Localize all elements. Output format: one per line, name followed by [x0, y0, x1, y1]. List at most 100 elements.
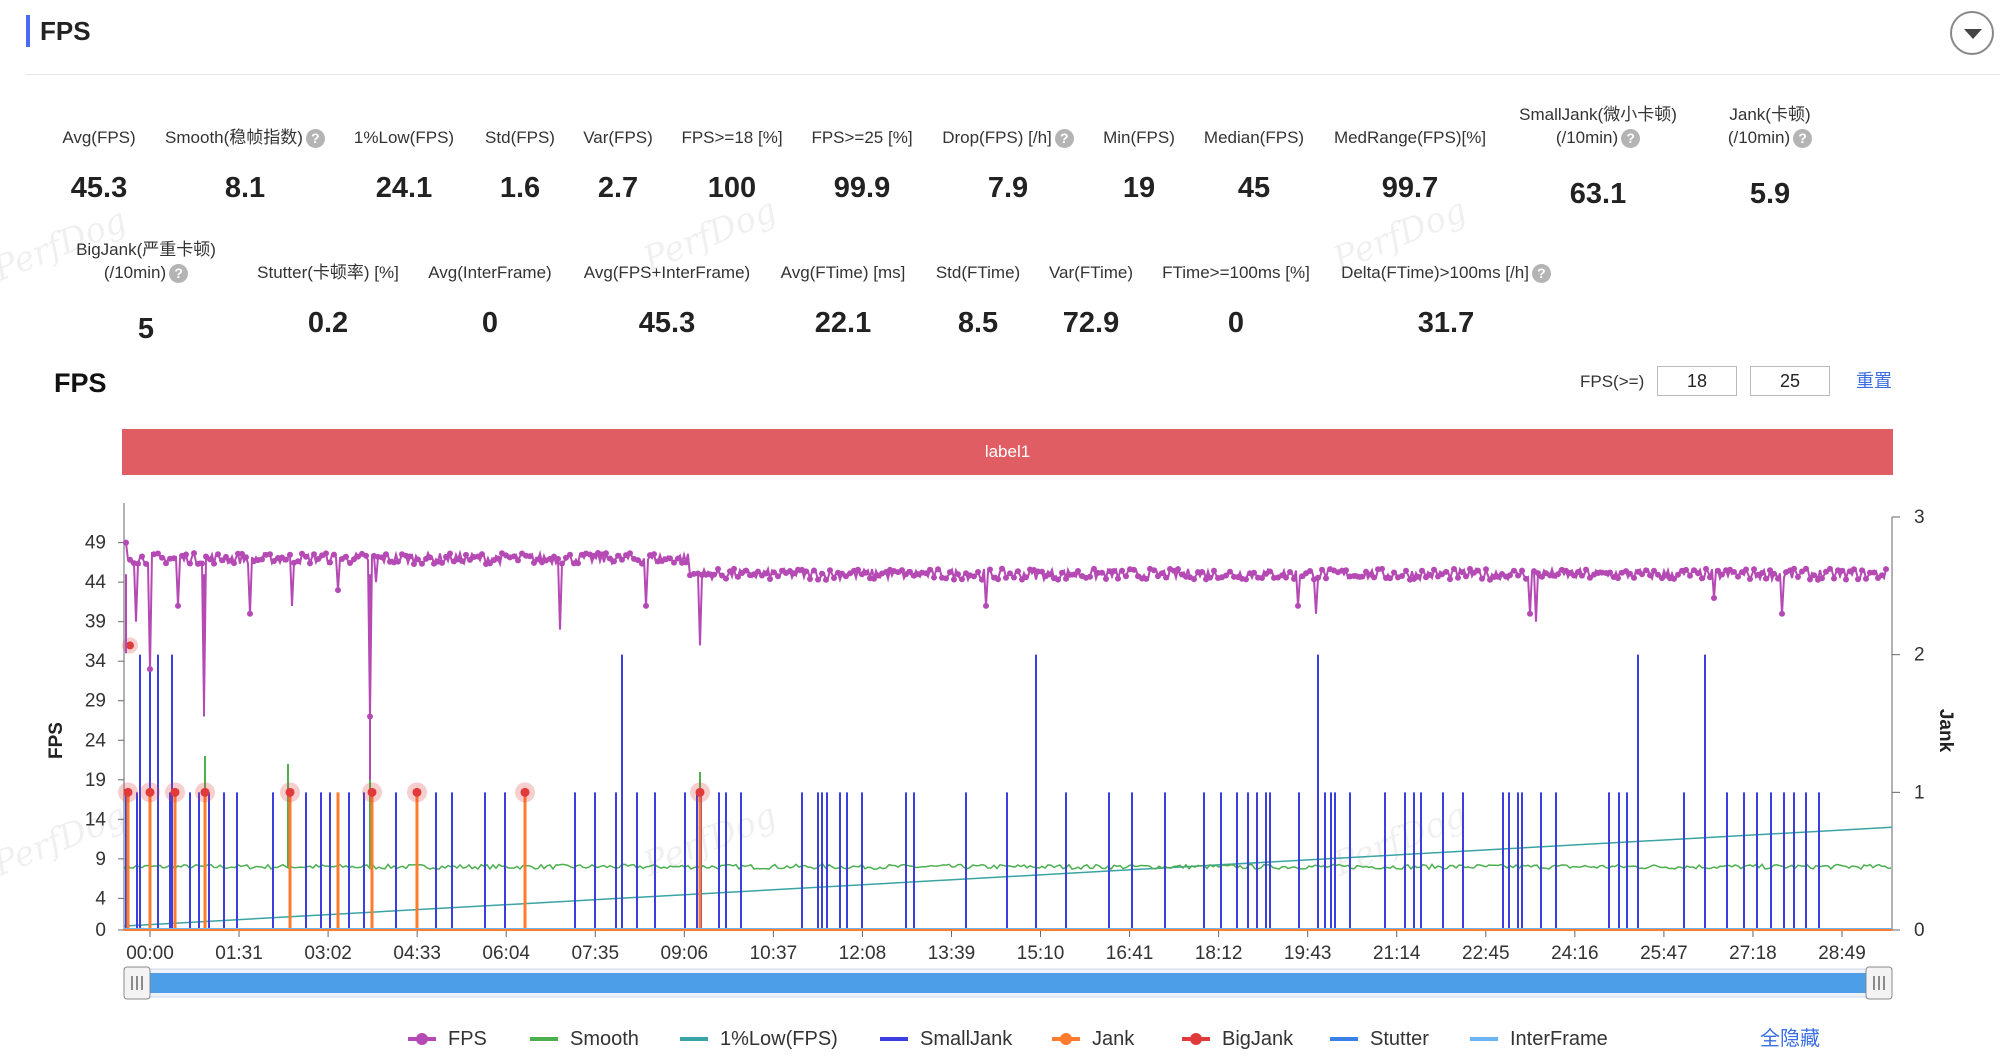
series-fps-point	[1699, 575, 1705, 582]
series-fps-point	[395, 558, 401, 565]
series-fps-point	[635, 557, 641, 564]
series-fps-point	[1751, 566, 1757, 573]
series-fps-point	[1583, 566, 1589, 573]
series-fps-point	[1463, 573, 1469, 580]
metric-label: Delta(FTime)>100ms [/h]?	[1326, 261, 1566, 284]
series-fps-point	[1055, 576, 1061, 583]
series-fps-point	[315, 556, 321, 562]
series-fps-point	[1771, 570, 1777, 577]
panel-header: FPS	[0, 0, 2000, 75]
legend-swatch	[530, 1037, 558, 1041]
series-fps-point	[1039, 568, 1045, 575]
help-icon[interactable]: ?	[305, 129, 325, 149]
series-fps-point	[1675, 571, 1681, 578]
fps-threshold-input-2[interactable]: 25	[1750, 366, 1830, 396]
series-fps-point	[971, 573, 977, 580]
metric-stutter: Stutter(卡顿率) [%] 0.2	[208, 261, 448, 339]
series-fps-point	[1323, 575, 1329, 582]
x-tick-label: 04:33	[393, 943, 441, 964]
series-fps-point	[487, 560, 493, 567]
series-fps-point	[415, 556, 421, 563]
help-icon[interactable]: ?	[1621, 129, 1641, 149]
series-fps-point	[1631, 574, 1637, 581]
series-fps-point	[1475, 567, 1481, 574]
metric-value: 99.9	[833, 172, 891, 204]
metric-bigjank: BigJank(严重卡顿) (/10min)? 5	[26, 238, 266, 345]
series-fps-point	[823, 576, 829, 583]
series-fps-point	[1227, 568, 1233, 575]
metric-min-fps: Min(FPS) 19	[1019, 126, 1259, 204]
series-fps-point	[619, 556, 625, 563]
series-fps-point	[1763, 575, 1769, 582]
series-fps-point	[611, 558, 617, 565]
series-fps-point	[1391, 569, 1397, 576]
series-fps-point	[1695, 570, 1701, 577]
metric-ftime-100ms: FTime>=100ms [%] 0	[1116, 261, 1356, 339]
series-fps-point	[147, 666, 153, 673]
collapse-panel-button[interactable]	[1950, 11, 1994, 55]
series-fps-point	[815, 576, 821, 583]
series-fps-point	[331, 551, 337, 558]
metric-value: 19	[1122, 172, 1156, 204]
series-fps-point	[295, 558, 301, 565]
series-fps-point	[259, 556, 265, 563]
series-fps-point	[575, 560, 581, 567]
series-fps-point	[1287, 569, 1293, 575]
series-fps-point	[667, 555, 673, 562]
series-fps-point	[1091, 565, 1097, 572]
series-fps-point	[267, 551, 273, 558]
hide-all-button[interactable]: 全隐藏	[1760, 1028, 1820, 1050]
series-fps-point	[171, 555, 177, 562]
series-fps-point	[1207, 574, 1213, 581]
metric-value: 31.7	[1417, 307, 1475, 339]
series-fps-point	[1863, 575, 1869, 582]
fps-threshold-input-1[interactable]: 18	[1657, 366, 1737, 396]
x-tick-label: 06:04	[482, 943, 530, 964]
series-fps-point	[459, 558, 465, 564]
y-tick-label: 49	[85, 533, 106, 554]
series-fps-point	[1427, 571, 1433, 578]
legend-label: SmallJank	[920, 1028, 1013, 1050]
series-fps-point	[1839, 567, 1845, 574]
series-fps-point	[951, 576, 957, 583]
y2-tick-label: 1	[1914, 782, 1925, 803]
x-tick-label: 00:00	[126, 943, 174, 964]
series-fps-point	[1467, 566, 1473, 572]
series-fps-point	[743, 567, 749, 574]
series-fps-point	[1431, 566, 1437, 573]
series-fps-point	[383, 551, 389, 558]
series-fps-point	[711, 571, 717, 578]
metric-value: 63.1	[1569, 178, 1627, 210]
series-bigjank-point	[520, 787, 530, 797]
legend-swatch	[1330, 1037, 1358, 1041]
series-fps-point	[343, 553, 349, 560]
series-fps-point	[979, 576, 985, 583]
series-fps-point	[1731, 568, 1737, 575]
metric-label: Jank(卡顿)	[1729, 105, 1811, 124]
series-fps-point	[1507, 572, 1513, 579]
series-fps-point	[807, 576, 813, 582]
series-fps-point	[1515, 572, 1521, 579]
help-icon[interactable]: ?	[1054, 129, 1074, 149]
help-icon[interactable]: ?	[1793, 129, 1813, 149]
series-fps-point	[775, 573, 781, 580]
series-fps-point	[1859, 567, 1865, 574]
series-fps-point	[863, 569, 869, 576]
series-fps-point	[155, 550, 161, 557]
metric-value: 45	[1237, 172, 1271, 204]
help-icon[interactable]: ?	[1531, 264, 1551, 284]
series-fps-point	[1791, 565, 1797, 572]
series-fps-point	[1579, 572, 1585, 579]
series-fps-point	[1651, 567, 1657, 574]
metric-var-ftime: Var(FTime) 72.9	[971, 261, 1211, 339]
metric-label-unit: (/10min)?	[1650, 126, 1890, 149]
series-fps-point	[1447, 576, 1453, 583]
reset-button[interactable]: 重置	[1856, 371, 1892, 391]
help-icon[interactable]: ?	[169, 264, 189, 284]
series-fps-point	[923, 570, 929, 577]
series-fps-point	[1251, 569, 1257, 576]
legend-label: Smooth	[570, 1028, 639, 1050]
series-fps-point	[803, 568, 809, 575]
series-fps-point	[1831, 575, 1837, 582]
